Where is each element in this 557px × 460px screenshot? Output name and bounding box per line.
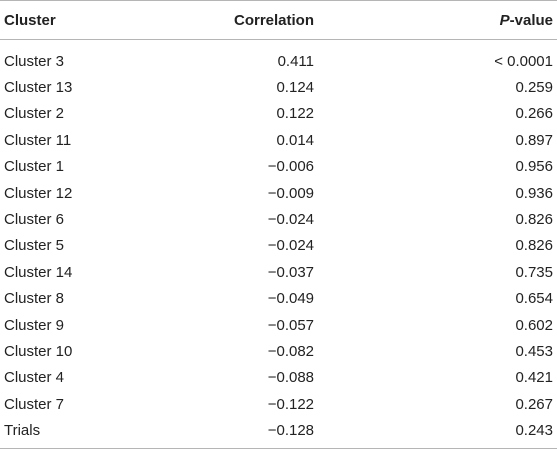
cell-p-value: 0.421 <box>515 369 553 387</box>
table-row: Cluster 9 −0.057 0.602 <box>0 312 557 338</box>
cell-cluster: Cluster 13 <box>4 79 73 97</box>
table-row: Cluster 2 0.122 0.266 <box>0 101 557 127</box>
cell-cluster: Cluster 7 <box>4 395 65 413</box>
cell-p-value: 0.826 <box>515 211 553 229</box>
cell-p-value: 0.453 <box>515 342 553 360</box>
cell-cluster: Cluster 12 <box>4 184 73 202</box>
cell-p-value: 0.243 <box>314 417 557 449</box>
cell-p-value: 0.956 <box>515 158 553 176</box>
cell-correlation: 0.122 <box>276 105 315 123</box>
cell-correlation: 0.124 <box>276 79 315 97</box>
table-body: Cluster 3 0.411 < 0.0001 Cluster 13 0.124 0.2… <box>0 40 557 449</box>
table-row: Cluster 14 −0.037 0.735 <box>0 259 557 285</box>
cell-p-value: 0.602 <box>515 316 553 334</box>
cell-cluster: Cluster 2 <box>4 105 65 123</box>
table-row: Cluster 4 −0.088 0.421 <box>0 365 557 391</box>
cell-cluster: Cluster 1 <box>4 158 65 176</box>
cell-correlation: −0.122 <box>267 395 315 413</box>
cell-cluster: Cluster 10 <box>4 342 73 360</box>
cell-cluster: Cluster 6 <box>4 211 65 229</box>
cell-p-value: < 0.0001 <box>494 52 553 70</box>
table-row: Cluster 13 0.124 0.259 <box>0 74 557 100</box>
cell-cluster: Trials <box>0 417 234 449</box>
table-row: Trials −0.128 0.243 <box>0 417 557 449</box>
cell-correlation: 0.014 <box>276 131 315 149</box>
table-row: Cluster 1 −0.006 0.956 <box>0 154 557 180</box>
cell-correlation: −0.006 <box>267 158 315 176</box>
table-row: Cluster 5 −0.024 0.826 <box>0 233 557 259</box>
table-row: Cluster 6 −0.024 0.826 <box>0 206 557 232</box>
cell-p-value: 0.936 <box>515 184 553 202</box>
table-row: Cluster 3 0.411 < 0.0001 <box>0 40 557 75</box>
header-p-rest: -value <box>509 11 553 29</box>
table-row: Cluster 8 −0.049 0.654 <box>0 286 557 312</box>
correlation-table: Cluster Correlation P-value Cluster 3 0.4… <box>0 0 557 449</box>
cell-correlation: −0.057 <box>267 316 315 334</box>
cell-cluster: Cluster 14 <box>4 263 73 281</box>
header-row: Cluster Correlation P-value <box>0 0 557 40</box>
cell-correlation: −0.009 <box>267 184 315 202</box>
table-row: Cluster 7 −0.122 0.267 <box>0 391 557 417</box>
cell-p-value: 0.267 <box>515 395 553 413</box>
cell-correlation: −0.082 <box>267 342 315 360</box>
table-row: Cluster 11 0.014 0.897 <box>0 127 557 153</box>
header-correlation: Correlation <box>234 0 315 40</box>
header-p-value: P-value <box>314 0 557 40</box>
table-row: Cluster 10 −0.082 0.453 <box>0 338 557 364</box>
header-p-italic: P <box>499 11 510 29</box>
cell-p-value: 0.654 <box>515 290 553 308</box>
table-header: Cluster Correlation P-value <box>0 0 557 40</box>
cell-p-value: 0.897 <box>515 131 553 149</box>
cell-cluster: Cluster 8 <box>4 290 65 308</box>
cell-correlation: −0.024 <box>267 237 315 255</box>
table-row: Cluster 12 −0.009 0.936 <box>0 180 557 206</box>
cell-cluster: Cluster 5 <box>4 237 65 255</box>
cell-cluster: Cluster 4 <box>4 369 65 387</box>
cell-correlation: −0.128 <box>234 417 315 449</box>
header-cluster: Cluster <box>0 0 234 40</box>
cell-cluster: Cluster 11 <box>4 131 72 149</box>
cell-cluster: Cluster 9 <box>4 316 65 334</box>
cell-correlation: −0.037 <box>267 263 315 281</box>
cell-correlation: −0.049 <box>267 290 315 308</box>
cell-cluster: Cluster 3 <box>4 52 65 70</box>
cell-correlation: −0.024 <box>267 211 315 229</box>
cell-p-value: 0.735 <box>515 263 553 281</box>
cell-p-value: 0.266 <box>515 105 553 123</box>
cell-p-value: 0.259 <box>515 79 553 97</box>
cell-correlation: −0.088 <box>267 369 315 387</box>
cell-p-value: 0.826 <box>515 237 553 255</box>
cell-correlation: 0.411 <box>277 52 315 70</box>
